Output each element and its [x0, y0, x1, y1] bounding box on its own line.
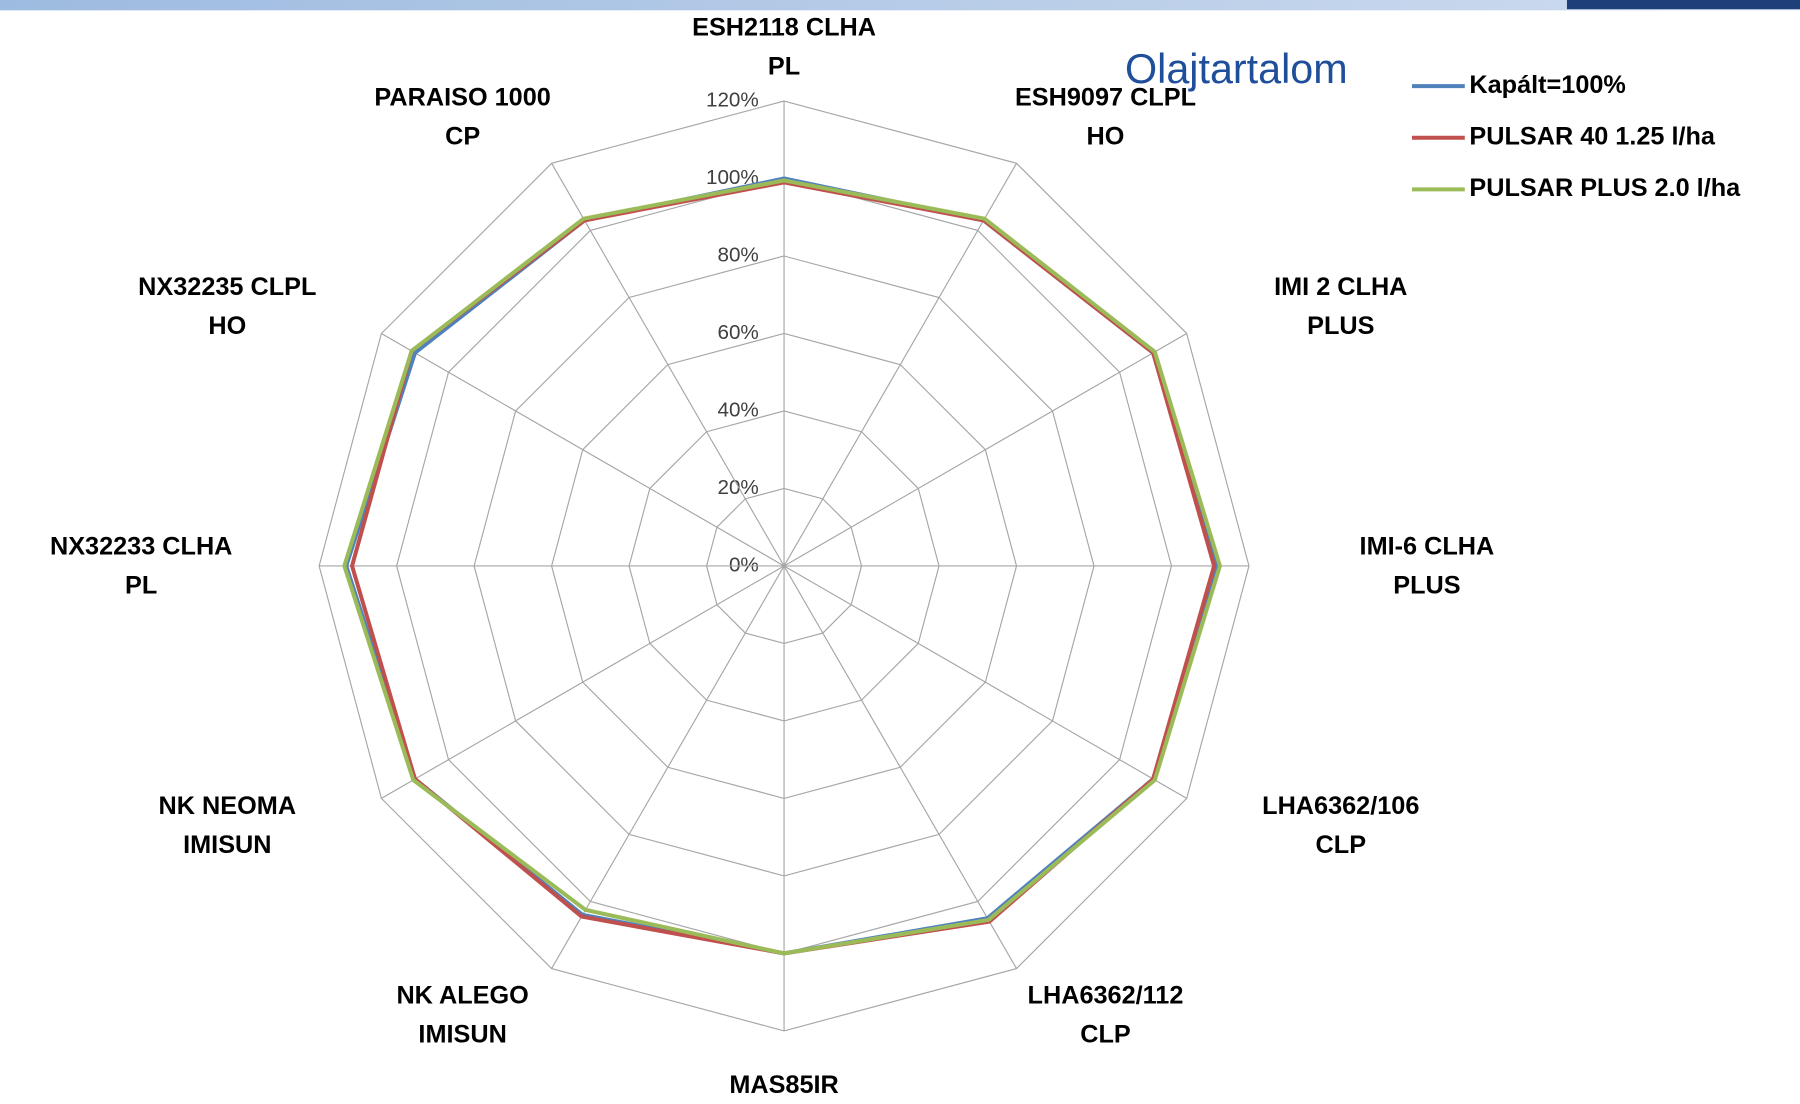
legend-label: Kapált=100%	[1469, 71, 1626, 99]
spoke	[551, 565, 785, 969]
category-label: PARAISO 1000 CP	[374, 82, 551, 150]
chart-title: Olajtartalom	[1125, 46, 1348, 92]
category-label: LHA6362/112 CLP	[1027, 980, 1184, 1049]
y-tick-label: 0%	[729, 553, 759, 576]
category-label: IMI 2 CLHA PLUS	[1274, 272, 1408, 340]
grid: 0%20%40%60%80%100%120%	[318, 88, 1250, 1032]
spoke	[783, 332, 1187, 567]
series-line	[342, 178, 1222, 956]
category-label: IMI-6 CLHA PLUS	[1359, 531, 1495, 600]
series-group	[342, 176, 1222, 956]
spoke	[783, 565, 1187, 799]
spoke	[783, 163, 1018, 567]
category-label: NK NEOMA IMISUN	[158, 790, 297, 859]
y-tick-label: 60%	[717, 321, 758, 344]
y-tick-label: 40%	[717, 398, 758, 421]
category-label: ESH9097 CLPL HO	[1014, 82, 1197, 150]
category-label: MAS85IR	[729, 1069, 839, 1099]
header-bar	[0, 0, 1800, 11]
category-label: NX32235 CLPL HO	[138, 272, 317, 340]
y-tick-label: 100%	[706, 166, 759, 189]
legend-label: PULSAR 40 1.25 l/ha	[1469, 122, 1716, 150]
legend: Kapált=100% PULSAR 40 1.25 l/ha PULSAR PLU…	[1411, 71, 1741, 202]
legend-label: PULSAR PLUS 2.0 l/ha	[1469, 174, 1741, 202]
spoke	[381, 332, 785, 567]
y-tick-label: 80%	[717, 243, 758, 266]
spoke	[783, 565, 1018, 969]
category-label: ESH2118 CLHA PL	[692, 12, 877, 81]
category-label: NX32233 CLHA PL	[49, 531, 233, 600]
header-block	[1566, 0, 1800, 10]
spoke	[551, 163, 785, 567]
category-label: NK ALEGO IMISUN	[396, 980, 529, 1049]
category-label: LHA6362/106 CLP	[1262, 790, 1420, 859]
spoke	[381, 565, 785, 799]
y-tick-label: 120%	[706, 88, 759, 111]
